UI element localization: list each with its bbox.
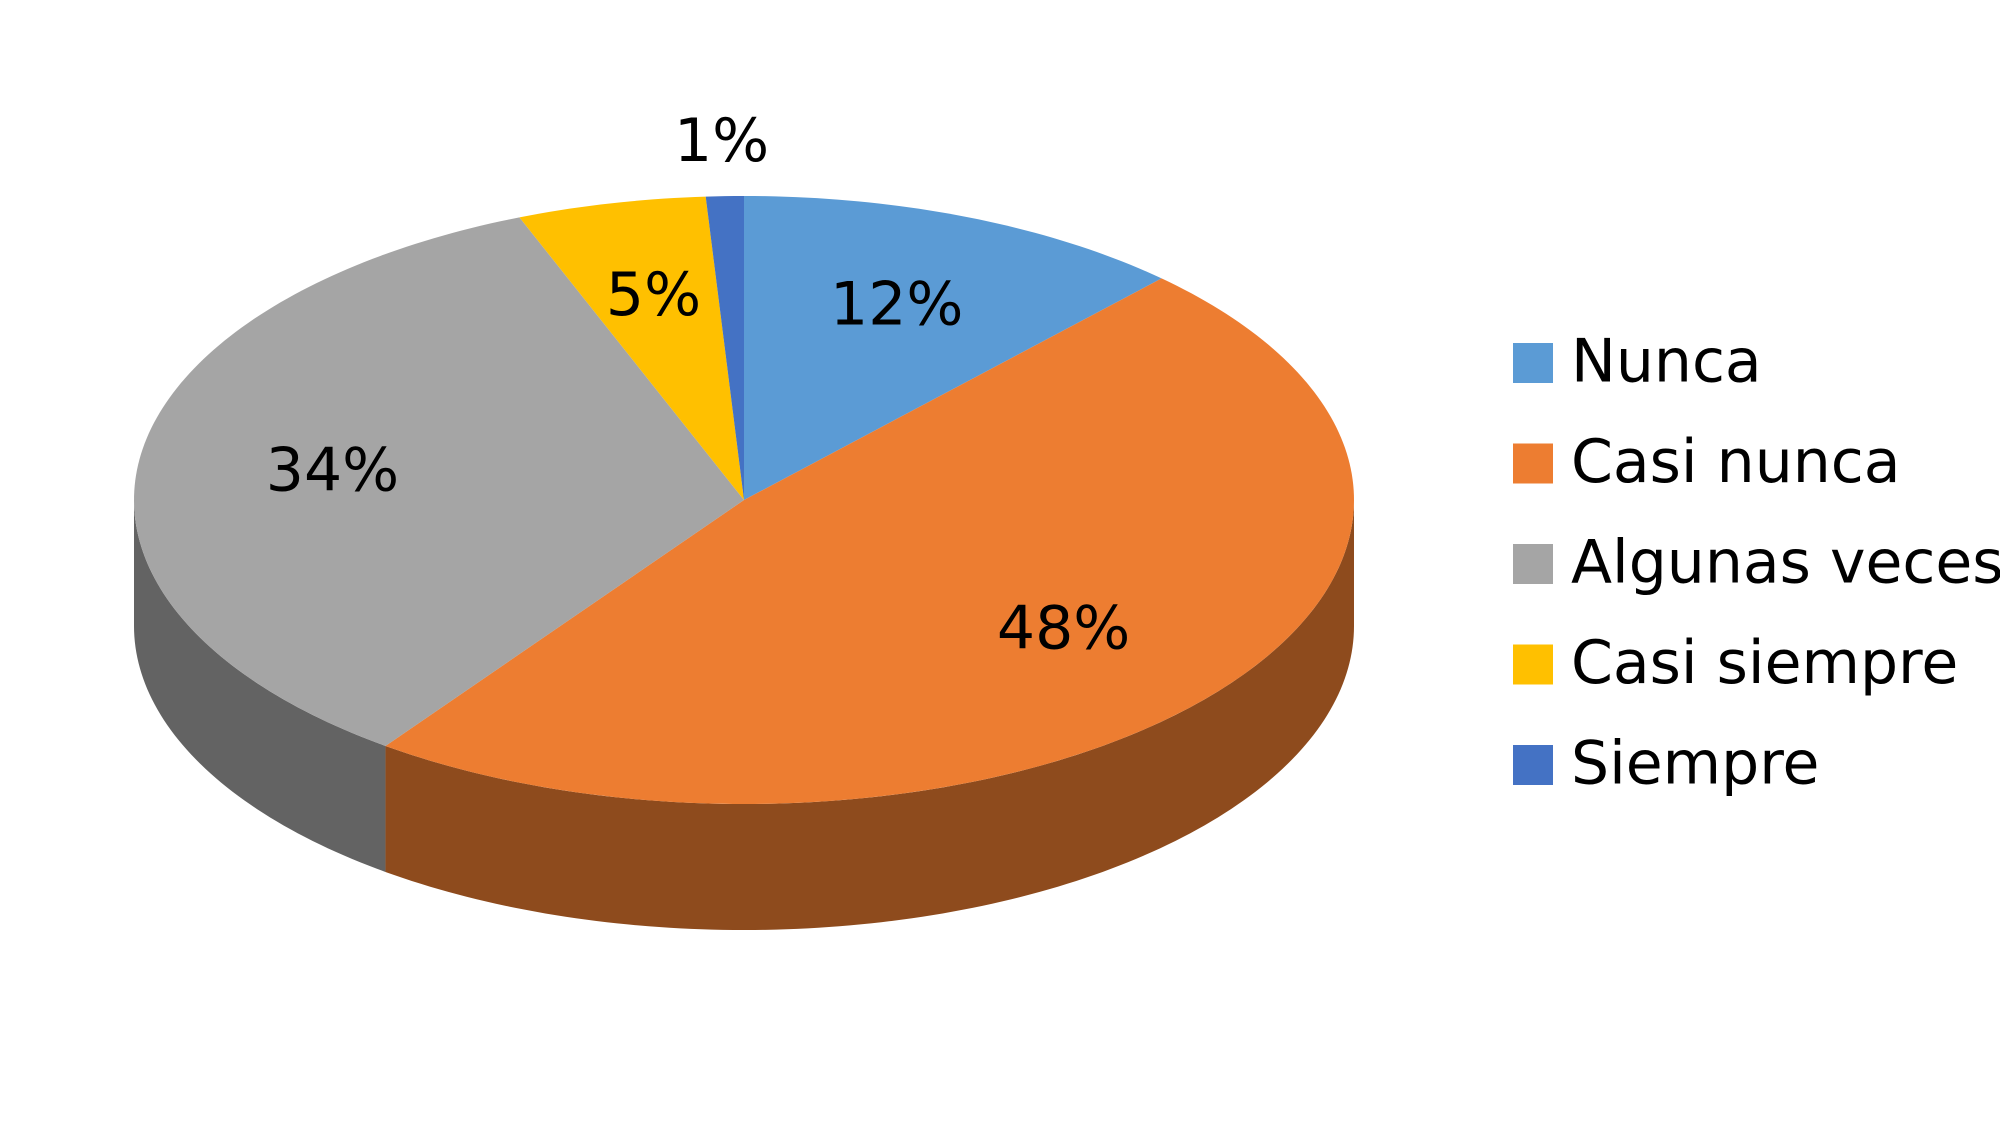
data-label: 1%: [674, 106, 769, 176]
legend-label: Casi siempre: [1571, 628, 1958, 698]
data-label: 12%: [830, 269, 963, 339]
data-label: 5%: [606, 260, 701, 330]
data-label: 34%: [266, 436, 399, 506]
legend-swatch: [1513, 644, 1553, 685]
pie-slice: [519, 196, 744, 501]
legend-label: Algunas veces: [1571, 528, 2000, 598]
pie-slice: [705, 196, 744, 500]
legend-swatch: [1513, 544, 1553, 584]
pie-slice-side: [385, 500, 1354, 930]
legend-swatch: [1513, 443, 1553, 484]
legend-label: Casi nunca: [1571, 427, 1901, 497]
data-label: 48%: [997, 593, 1130, 663]
pie-slice-side: [134, 500, 386, 872]
legend-swatch: [1513, 343, 1553, 383]
pie-slice: [134, 217, 744, 746]
pie-slice: [744, 196, 1162, 500]
legend-swatch: [1513, 745, 1553, 785]
legend-label: Nunca: [1571, 327, 1762, 397]
legend-label: Siempre: [1571, 729, 1819, 799]
pie-slice: [385, 278, 1354, 804]
